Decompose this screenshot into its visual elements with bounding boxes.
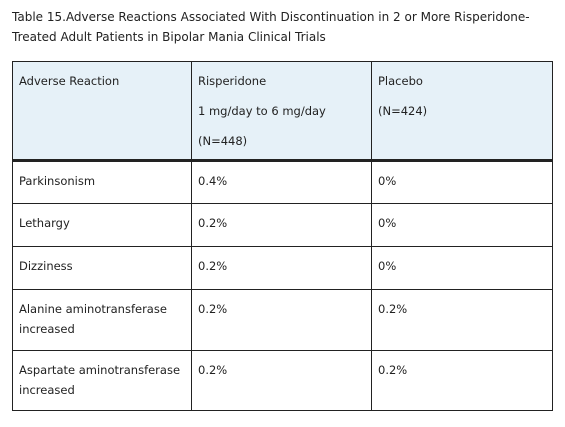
- table-title: Adverse Reactions Associated With Discon…: [12, 10, 530, 44]
- header-adverse-reaction-label: Adverse Reaction: [19, 74, 120, 88]
- header-risperidone: Risperidone 1 mg/day to 6 mg/day (N=448): [191, 61, 372, 162]
- header-adverse-reaction: Adverse Reaction: [12, 61, 192, 162]
- table-row: Alanine aminotransferase increased 0.2% …: [12, 289, 553, 351]
- table-header: Adverse Reaction Risperidone 1 mg/day to…: [12, 61, 553, 162]
- cell-risperidone: 0.2%: [191, 203, 372, 247]
- cell-reaction: Dizziness: [12, 246, 192, 290]
- table-body: Parkinsonism 0.4% 0% Lethargy 0.2% 0% Di…: [12, 160, 553, 411]
- header-placebo: Placebo (N=424): [371, 61, 553, 162]
- table-row: Parkinsonism 0.4% 0%: [12, 160, 553, 204]
- cell-risperidone: 0.2%: [191, 289, 372, 351]
- header-risperidone-name: Risperidone: [198, 74, 267, 88]
- cell-risperidone: 0.4%: [191, 160, 372, 204]
- cell-placebo: 0.2%: [371, 289, 553, 351]
- cell-reaction: Aspartate aminotransferase increased: [12, 350, 192, 411]
- cell-placebo: 0%: [371, 203, 553, 247]
- adverse-reactions-table: Adverse Reaction Risperidone 1 mg/day to…: [12, 61, 553, 411]
- table-caption: Table 15.Adverse Reactions Associated Wi…: [12, 7, 557, 47]
- cell-reaction: Lethargy: [12, 203, 192, 247]
- header-risperidone-n: (N=448): [198, 134, 248, 148]
- cell-placebo: 0%: [371, 160, 553, 204]
- header-risperidone-dose: 1 mg/day to 6 mg/day: [198, 104, 326, 118]
- cell-risperidone: 0.2%: [191, 246, 372, 290]
- cell-placebo: 0.2%: [371, 350, 553, 411]
- header-placebo-n: (N=424): [378, 104, 428, 118]
- cell-reaction: Parkinsonism: [12, 160, 192, 204]
- table-row: Aspartate aminotransferase increased 0.2…: [12, 350, 553, 411]
- table-row: Lethargy 0.2% 0%: [12, 203, 553, 247]
- cell-reaction: Alanine aminotransferase increased: [12, 289, 192, 351]
- cell-placebo: 0%: [371, 246, 553, 290]
- cell-risperidone: 0.2%: [191, 350, 372, 411]
- table-row: Dizziness 0.2% 0%: [12, 246, 553, 290]
- table-number: Table 15.: [12, 10, 66, 24]
- header-row: Adverse Reaction Risperidone 1 mg/day to…: [12, 61, 553, 162]
- header-placebo-name: Placebo: [378, 74, 423, 88]
